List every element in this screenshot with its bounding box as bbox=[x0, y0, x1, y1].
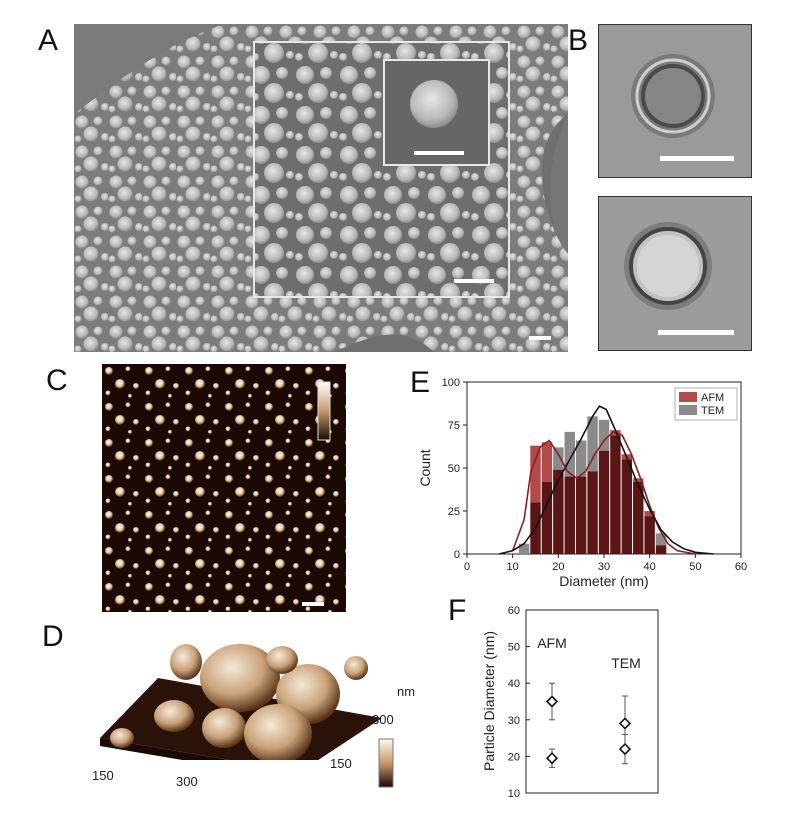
tem-vesicle-bottom bbox=[598, 196, 752, 351]
afm-diamond-point bbox=[545, 695, 559, 708]
group-label-afm: AFM bbox=[537, 635, 567, 651]
panel-label-f: F bbox=[448, 594, 467, 627]
y-axis-label: Count bbox=[417, 449, 433, 486]
scale-bar bbox=[454, 279, 494, 283]
d-colorbar bbox=[378, 738, 394, 788]
overlap-bar bbox=[587, 471, 598, 554]
scale-bar bbox=[302, 602, 324, 606]
x-tick-label: 40 bbox=[644, 561, 656, 573]
group-label-tem: TEM bbox=[611, 655, 641, 671]
y-tick-label: 100 bbox=[442, 377, 460, 389]
x-axis-label: Diameter (nm) bbox=[559, 573, 648, 589]
d-xtick: 300 bbox=[176, 774, 198, 789]
panel-label-e: E bbox=[410, 366, 431, 399]
d-ytick: 150 bbox=[330, 756, 352, 771]
overlap-bar bbox=[633, 481, 644, 554]
y-tick-label: 50 bbox=[508, 642, 520, 654]
y-tick-label: 60 bbox=[508, 605, 520, 617]
y-tick-label: 0 bbox=[454, 549, 460, 561]
panel-label-b: B bbox=[568, 24, 589, 57]
tem-micrograph-a bbox=[74, 24, 568, 352]
afm-diamond-point bbox=[545, 752, 559, 765]
legend-label: AFM bbox=[701, 392, 724, 404]
afm-colorbar bbox=[317, 381, 331, 441]
afm-bar bbox=[530, 445, 541, 503]
legend-swatch bbox=[679, 392, 697, 402]
afm-3d-render bbox=[100, 644, 382, 760]
tem-bar bbox=[575, 440, 587, 477]
overlap-bar bbox=[644, 516, 655, 554]
tem-bar bbox=[553, 447, 564, 470]
tem-bar bbox=[564, 431, 575, 477]
scale-bar bbox=[658, 330, 734, 335]
y-tick-label: 25 bbox=[448, 506, 460, 518]
y-tick-label: 30 bbox=[508, 715, 520, 727]
d-xtick: 150 bbox=[92, 768, 114, 783]
y-tick-label: 20 bbox=[508, 751, 520, 763]
tem-bar bbox=[655, 533, 667, 546]
overlap-bar bbox=[575, 476, 587, 554]
y-tick-label: 50 bbox=[448, 463, 460, 475]
scale-bar bbox=[529, 336, 551, 340]
tem-diamond-point bbox=[618, 742, 632, 756]
tem-diamond-point bbox=[618, 717, 632, 730]
tem-bar bbox=[518, 543, 530, 554]
overlap-bar bbox=[598, 450, 610, 554]
y-tick-label: 40 bbox=[508, 678, 520, 690]
panel-label-d: D bbox=[42, 620, 64, 653]
tem-bar bbox=[587, 416, 598, 472]
x-tick-label: 50 bbox=[689, 561, 701, 573]
overlap-bar bbox=[553, 469, 564, 554]
d-axis-unit: nm bbox=[397, 684, 416, 699]
y-tick-label: 75 bbox=[448, 420, 460, 432]
overlap-bar bbox=[621, 459, 633, 554]
legend-swatch bbox=[679, 405, 697, 415]
x-tick-label: 0 bbox=[464, 561, 470, 573]
afm-height-image bbox=[102, 364, 346, 612]
overlap-bar bbox=[610, 435, 621, 554]
x-tick-label: 30 bbox=[598, 561, 610, 573]
afm-bar bbox=[633, 478, 644, 482]
x-tick-label: 20 bbox=[552, 561, 564, 573]
overlap-bar bbox=[564, 476, 575, 554]
x-tick-label: 60 bbox=[735, 561, 747, 573]
overlap-bar bbox=[655, 545, 667, 554]
tem-fit-curve bbox=[498, 405, 714, 555]
scale-bar bbox=[414, 151, 464, 155]
y-tick-label: 10 bbox=[508, 788, 520, 800]
tem-vesicle-top bbox=[598, 24, 752, 178]
legend-label: TEM bbox=[701, 405, 724, 417]
tem-bar bbox=[598, 419, 610, 451]
panel-label-a: A bbox=[38, 24, 59, 57]
panel-label-c: C bbox=[46, 364, 68, 397]
afm-bar bbox=[644, 511, 655, 517]
x-tick-label: 10 bbox=[507, 561, 519, 573]
y-axis-label: Particle Diameter (nm) bbox=[481, 631, 497, 771]
inset-single-particle bbox=[383, 59, 490, 166]
d-ytick: 300 bbox=[372, 712, 394, 727]
afm-bar bbox=[541, 442, 553, 482]
overlap-bar bbox=[541, 481, 553, 554]
scale-bar bbox=[660, 156, 734, 161]
